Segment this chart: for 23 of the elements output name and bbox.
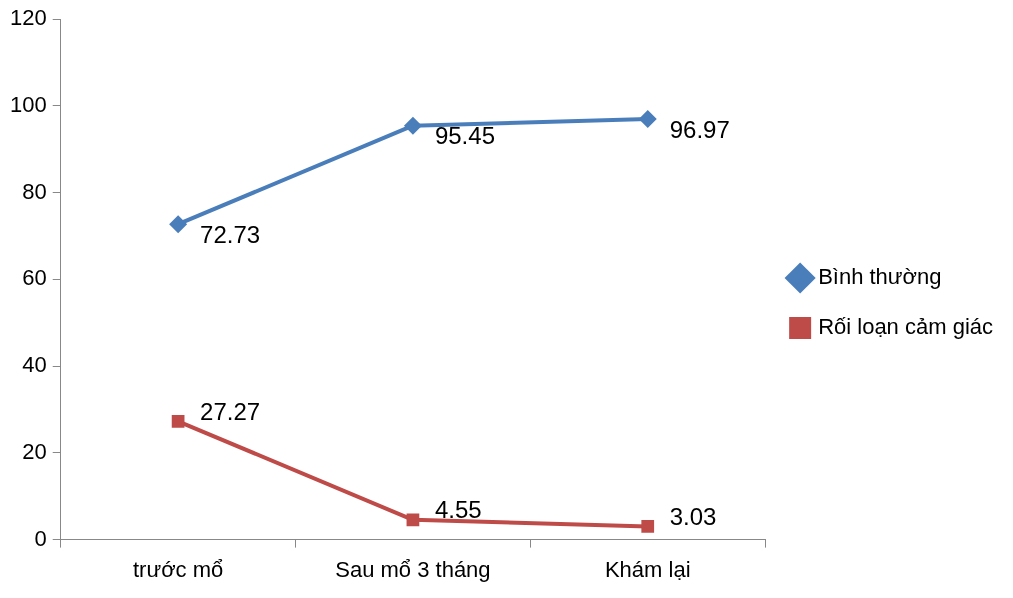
y-tick-label: 20: [22, 438, 47, 464]
y-tick-label: 120: [9, 5, 47, 31]
y-tick-label: 40: [22, 352, 47, 378]
x-tick-label: Khám lại: [604, 556, 691, 582]
data-label: 72.73: [200, 220, 261, 248]
point: [169, 215, 188, 234]
point: [641, 520, 655, 533]
data-label: 95.45: [434, 122, 495, 150]
y-tick-label: 0: [34, 525, 47, 551]
legend-label: Bình thường: [818, 264, 942, 290]
x-tick-label: trước mổ: [132, 556, 224, 582]
x-tick-label: Sau mổ 3 tháng: [335, 556, 491, 582]
data-label: 96.97: [669, 115, 730, 143]
point: [638, 110, 657, 129]
y-tick-label: 60: [22, 265, 47, 291]
point: [171, 414, 185, 428]
y-tick-label: 100: [9, 92, 47, 117]
data-label: 3.03: [669, 503, 717, 531]
legend-label: Rối loạn cảm giác: [818, 314, 994, 340]
point: [403, 116, 422, 135]
data-label: 4.55: [434, 496, 482, 524]
y-tick-label: 80: [22, 178, 47, 204]
data-label: 27.27: [200, 397, 261, 425]
